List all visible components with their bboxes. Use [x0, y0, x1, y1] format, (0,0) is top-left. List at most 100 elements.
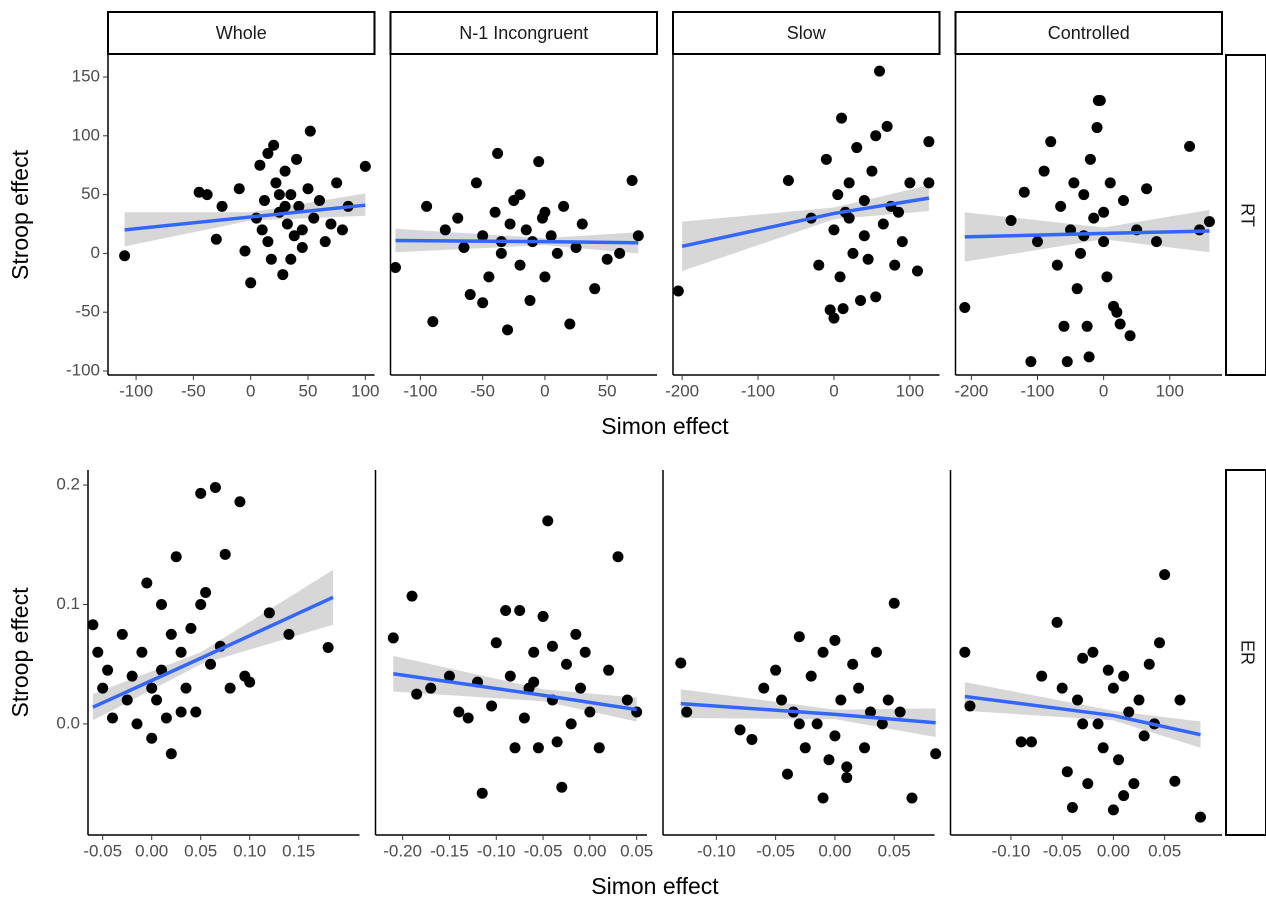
data-point: [1036, 670, 1048, 682]
x-tick-label: 50: [299, 381, 318, 400]
facet-strip: [1225, 54, 1266, 376]
data-point: [888, 597, 900, 609]
data-point: [1101, 271, 1113, 283]
data-point: [533, 156, 545, 168]
data-point: [216, 200, 228, 212]
data-point: [1169, 775, 1181, 787]
data-point: [263, 607, 275, 619]
data-point: [1118, 670, 1130, 682]
data-point: [828, 312, 840, 324]
data-point: [439, 224, 451, 236]
data-point: [632, 230, 644, 242]
data-point: [1051, 616, 1063, 628]
data-point: [959, 301, 971, 313]
x-tick-label: 0.00: [818, 841, 851, 860]
data-point: [1098, 206, 1110, 218]
data-point: [336, 224, 348, 236]
data-point: [579, 646, 591, 658]
data-point: [279, 165, 291, 177]
data-point: [781, 768, 793, 780]
data-point: [87, 619, 99, 631]
data-point: [1018, 186, 1030, 198]
data-point: [889, 259, 901, 271]
data-point: [234, 496, 246, 508]
data-point: [1066, 802, 1078, 814]
data-point: [1094, 95, 1106, 107]
data-point: [539, 206, 551, 218]
data-point: [331, 177, 343, 189]
data-point: [443, 670, 455, 682]
data-point: [896, 236, 908, 248]
data-point: [770, 664, 782, 676]
data-point: [285, 189, 297, 201]
panel: -200 -100 0 100: [665, 55, 940, 400]
data-point: [200, 587, 212, 599]
x-tick-label: 0.05: [184, 841, 217, 860]
data-point: [308, 212, 320, 224]
data-point: [313, 194, 325, 206]
data-point: [870, 646, 882, 658]
facet-strip: [672, 11, 941, 55]
data-point: [1174, 694, 1186, 706]
data-point: [279, 200, 291, 212]
data-point: [793, 718, 805, 730]
data-point: [746, 733, 758, 745]
data-point: [1051, 259, 1063, 271]
data-point: [514, 604, 526, 616]
data-point: [304, 125, 316, 137]
data-point: [1058, 320, 1070, 332]
data-point: [911, 265, 923, 277]
data-point: [504, 670, 516, 682]
data-point: [224, 682, 236, 694]
data-point: [195, 598, 207, 610]
data-point: [1078, 189, 1090, 201]
data-point: [864, 706, 876, 718]
confidence-band: [682, 185, 929, 272]
facet-strip: [107, 11, 376, 55]
data-point: [1088, 212, 1100, 224]
x-tick-label: -200: [954, 381, 988, 400]
data-point: [452, 212, 464, 224]
fit-line: [393, 672, 637, 712]
data-point: [1061, 766, 1073, 778]
data-point: [614, 247, 626, 259]
fit-line: [680, 701, 936, 725]
data-point: [489, 206, 501, 218]
confidence-band: [124, 193, 366, 247]
data-point: [1045, 136, 1057, 148]
data-point: [906, 792, 918, 804]
data-point: [486, 700, 498, 712]
data-point: [1203, 216, 1215, 228]
data-point: [776, 694, 788, 706]
data-point: [799, 742, 811, 754]
data-point: [296, 242, 308, 254]
panel: -100 -50 0 50 100 -100 -50 0 50 100 150: [66, 55, 380, 400]
data-point: [514, 259, 526, 271]
data-point: [233, 183, 245, 195]
data-point: [476, 787, 488, 799]
fit-line: [395, 238, 639, 245]
data-point: [209, 481, 221, 493]
data-point: [500, 604, 512, 616]
data-point: [817, 792, 829, 804]
data-point: [283, 628, 295, 640]
x-tick-label: 0.15: [282, 841, 315, 860]
facet-label: N-1 Incongruent: [459, 23, 588, 43]
x-tick-label: -100: [741, 381, 775, 400]
panel: -0.10 -0.05 0.00 0.05: [662, 470, 942, 860]
data-point: [853, 682, 865, 694]
x-tick-label: -0.05: [756, 841, 795, 860]
data-point: [146, 732, 158, 744]
data-point: [874, 65, 886, 77]
x-tick-label: 0.05: [620, 841, 653, 860]
data-point: [817, 646, 829, 658]
data-point: [575, 682, 587, 694]
data-point: [841, 761, 853, 773]
data-point: [560, 658, 572, 670]
data-point: [835, 694, 847, 706]
data-point: [126, 670, 138, 682]
y-tick-label: 50: [81, 184, 100, 203]
data-point: [492, 147, 504, 159]
